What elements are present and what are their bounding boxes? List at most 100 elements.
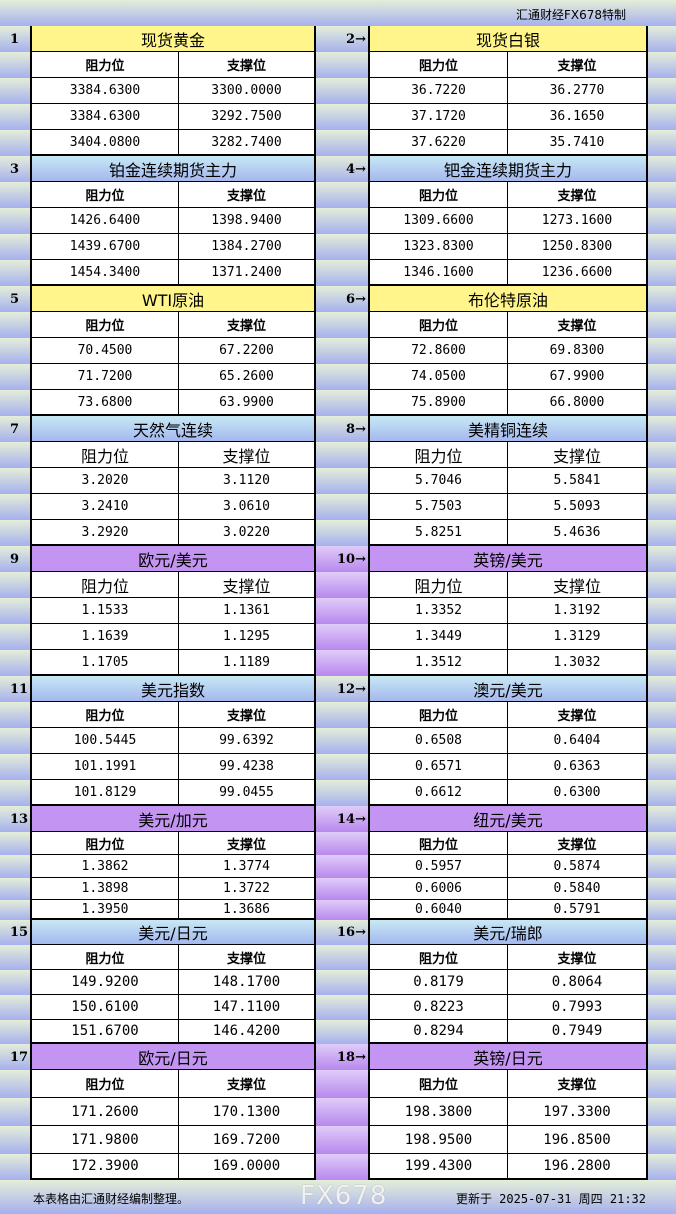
support-value: 146.4200 [179, 1020, 316, 1044]
footer-note: 本表格由汇通财经编制整理。 [33, 1192, 190, 1206]
table-row: 1.1533 1.1361 1.3352 1.3192 [0, 598, 676, 624]
section-number: 8→ [346, 421, 366, 437]
table-row: 3384.6300 3292.7500 37.1720 36.1650 [0, 104, 676, 130]
support-value: 170.1300 [179, 1098, 316, 1126]
support-value: 0.7949 [508, 1020, 648, 1044]
side-strip [648, 878, 676, 900]
section-number [0, 945, 30, 970]
section-number [316, 878, 368, 900]
section-number [316, 780, 368, 806]
section-number [0, 1020, 30, 1044]
section-number [316, 364, 368, 390]
section-number [0, 520, 30, 546]
resistance-header: 阻力位 [368, 832, 508, 855]
support-value: 1398.9400 [179, 208, 316, 234]
resistance-value: 1.3352 [368, 598, 508, 624]
support-value: 5.4636 [508, 520, 648, 546]
section-number [0, 855, 30, 878]
resistance-value: 0.6508 [368, 728, 508, 754]
resistance-header: 阻力位 [30, 945, 179, 970]
side-strip [648, 312, 676, 338]
resistance-value: 72.8600 [368, 338, 508, 364]
side-strip [648, 624, 676, 650]
side-strip [648, 1126, 676, 1154]
support-value: 169.0000 [179, 1154, 316, 1180]
support-value: 1384.2700 [179, 234, 316, 260]
side-strip [648, 390, 676, 416]
section-number [0, 338, 30, 364]
table-row: 150.6100 147.1100 0.8223 0.7993 [0, 995, 676, 1020]
resistance-value: 101.1991 [30, 754, 179, 780]
support-header: 支撑位 [508, 832, 648, 855]
resistance-header: 阻力位 [30, 312, 179, 338]
table-row: 71.7200 65.2600 74.0500 67.9900 [0, 364, 676, 390]
instrument-title: WTI原油 [30, 286, 316, 312]
section-number [316, 338, 368, 364]
side-strip [648, 468, 676, 494]
side-strip [648, 364, 676, 390]
resistance-value: 3.2020 [30, 468, 179, 494]
table-row: 1454.3400 1371.2400 1346.1600 1236.6600 [0, 260, 676, 286]
section-number [316, 520, 368, 546]
instrument-title: 天然气连续 [30, 416, 316, 442]
resistance-value: 3.2410 [30, 494, 179, 520]
side-strip [648, 650, 676, 676]
resistance-header: 阻力位 [368, 1070, 508, 1098]
support-header: 支撑位 [179, 52, 316, 78]
section-number [316, 572, 368, 598]
support-header: 支撑位 [508, 572, 648, 598]
support-value: 196.2800 [508, 1154, 648, 1180]
side-strip [648, 754, 676, 780]
resistance-value: 0.6571 [368, 754, 508, 780]
support-value: 67.2200 [179, 338, 316, 364]
side-strip [648, 780, 676, 806]
watermark-logo: FX678 [300, 1181, 388, 1211]
column-header-row: 阻力位 支撑位 阻力位 支撑位 [0, 1070, 676, 1098]
section-number: 6→ [346, 291, 366, 307]
side-strip [648, 1154, 676, 1180]
resistance-value: 1323.8300 [368, 234, 508, 260]
resistance-value: 150.6100 [30, 995, 179, 1020]
resistance-value: 0.6612 [368, 780, 508, 806]
resistance-value: 199.4300 [368, 1154, 508, 1180]
section-number [0, 1126, 30, 1154]
brand-label: 汇通财经FX678特制 [515, 8, 626, 22]
section-number [0, 208, 30, 234]
section-number [316, 1154, 368, 1180]
table-row: 1.1639 1.1295 1.3449 1.3129 [0, 624, 676, 650]
side-strip [648, 546, 676, 572]
support-value: 1371.2400 [179, 260, 316, 286]
side-strip [648, 26, 676, 52]
resistance-value: 5.7503 [368, 494, 508, 520]
support-value: 66.8000 [508, 390, 648, 416]
resistance-value: 5.8251 [368, 520, 508, 546]
resistance-value: 1309.6600 [368, 208, 508, 234]
section-number: 2→ [346, 31, 366, 47]
side-strip [648, 832, 676, 855]
resistance-value: 1.1705 [30, 650, 179, 676]
section-number [316, 312, 368, 338]
support-value: 36.2770 [508, 78, 648, 104]
resistance-value: 75.8900 [368, 390, 508, 416]
support-header: 支撑位 [508, 1070, 648, 1098]
support-value: 1.3032 [508, 650, 648, 676]
section-number [316, 598, 368, 624]
section-number [316, 995, 368, 1020]
support-value: 35.7410 [508, 130, 648, 156]
section-number [0, 442, 30, 468]
section-number [316, 1020, 368, 1044]
section-number: 17 [10, 1049, 29, 1065]
resistance-value: 198.9500 [368, 1126, 508, 1154]
instrument-title: 铂金连续期货主力 [30, 156, 316, 182]
side-strip [648, 572, 676, 598]
support-value: 69.8300 [508, 338, 648, 364]
support-value: 0.5874 [508, 855, 648, 878]
resistance-header: 阻力位 [30, 1070, 179, 1098]
section-number [316, 52, 368, 78]
support-value: 0.5840 [508, 878, 648, 900]
section-number [316, 728, 368, 754]
support-value: 1.3129 [508, 624, 648, 650]
side-strip [648, 920, 676, 945]
resistance-value: 198.3800 [368, 1098, 508, 1126]
section-number: 4→ [346, 161, 366, 177]
